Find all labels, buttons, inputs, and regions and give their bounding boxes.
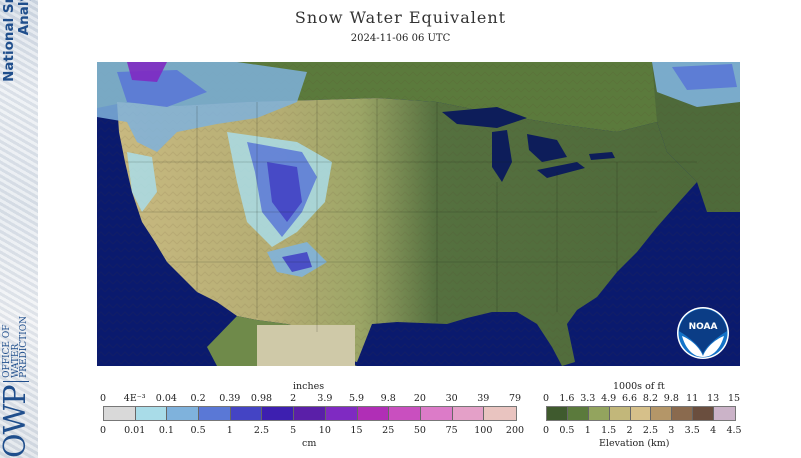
elev-top-tick: 9.8 [663, 393, 679, 404]
elev-legend-unit-ft: 1000s of ft [613, 381, 665, 392]
swe-bottom-tick: 1 [226, 425, 233, 436]
elev-bottom-tick: 0 [542, 425, 550, 436]
elev-bottom-tick: 2 [626, 425, 633, 436]
swe-swatch [325, 407, 358, 420]
elev-swatch [672, 407, 694, 420]
swe-top-tick: 39 [477, 393, 490, 404]
elev-swatch [609, 407, 631, 420]
sidebar-branding: National Snow Analysis OWP OFFICE OF WAT… [0, 0, 38, 458]
swe-swatch [262, 407, 295, 420]
swe-swatch [452, 407, 485, 420]
elev-top-tick: 4.9 [601, 393, 617, 404]
elev-top-tick: 1.6 [559, 393, 575, 404]
swe-swatch [357, 407, 390, 420]
swe-bottom-tick: 0.5 [190, 425, 206, 436]
elev-top-tick: 3.3 [580, 393, 596, 404]
lake-erie [537, 162, 585, 178]
owp-divider [3, 380, 29, 383]
swe-bottom-tick: 100 [474, 425, 493, 436]
no-data-region [257, 325, 355, 366]
elev-bottom-tick: 3.5 [684, 425, 700, 436]
elev-bottom-tick: 4.5 [726, 425, 742, 436]
swe-swatch [167, 407, 200, 420]
swe-top-tick: 9.8 [380, 393, 396, 404]
swe-bottom-tick: 0.01 [124, 425, 146, 436]
elev-swatch [588, 407, 610, 420]
swe-swatch [420, 407, 453, 420]
swe-swatch [484, 407, 516, 420]
swe-top-tick: 0 [99, 393, 107, 404]
swe-top-tick: 0.04 [155, 393, 177, 404]
swe-top-tick: 0.39 [219, 393, 241, 404]
elev-legend-unit-km: Elevation (km) [599, 438, 670, 449]
swe-top-tick: 0.98 [250, 393, 273, 404]
snow-cover [97, 62, 740, 277]
swe-top-tick: 0.2 [190, 393, 206, 404]
swe-bottom-tick: 0.1 [158, 425, 174, 436]
noaa-logo-text: NOAA [689, 322, 718, 332]
lake-ontario [589, 152, 615, 160]
swe-legend-unit-inches: inches [293, 381, 325, 392]
elev-bottom-tick: 2.5 [642, 425, 658, 436]
elev-top-tick: 15 [727, 393, 741, 404]
swe-bottom-tick: 2.5 [253, 425, 270, 436]
swe-swatch [199, 407, 231, 420]
swe-top-tick: 4E⁻³ [123, 393, 146, 404]
swe-bottom-tick: 200 [505, 425, 525, 436]
elev-swatch [630, 407, 652, 420]
elev-top-tick: 0 [542, 393, 550, 404]
owp-acronym: OWP [0, 385, 33, 458]
map-canvas [97, 62, 740, 366]
elev-swatch [651, 407, 673, 420]
elev-top-tick: 6.6 [621, 393, 638, 404]
elev-bottom-tick: 1 [584, 425, 591, 436]
elev-bottom-tick: 1.5 [601, 425, 617, 436]
state-boundaries [125, 98, 697, 332]
elev-bottom-tick: 3 [668, 425, 675, 436]
swe-top-tick: 79 [508, 393, 522, 404]
swe-color-bar [103, 406, 517, 421]
elev-swatch [547, 407, 568, 420]
owp-office-name: OFFICE OF WATER PREDICTION [2, 316, 30, 378]
lake-huron [527, 134, 567, 162]
lake-michigan [492, 130, 512, 182]
elev-swatch [714, 407, 735, 420]
swe-legend-unit-cm: cm [302, 438, 317, 449]
elev-top-tick: 8.2 [642, 393, 658, 404]
elev-swatch [567, 407, 589, 420]
elev-top-tick: 13 [707, 393, 720, 404]
swe-swatch [294, 407, 326, 420]
swe-bottom-tick: 0 [99, 425, 107, 436]
swe-bottom-tick: 50 [413, 425, 426, 436]
swe-bottom-tick: 75 [445, 425, 458, 436]
analysis-timestamp: 2024-11-06 06 UTC [350, 33, 451, 44]
swe-bottom-tick: 10 [318, 425, 331, 436]
swe-swatch [135, 407, 168, 420]
lake-superior [442, 107, 527, 128]
noaa-logo: NOAA [677, 307, 729, 359]
elev-top-tick: 11 [686, 393, 699, 404]
swe-swatch [389, 407, 421, 420]
owp-logo: OWP OFFICE OF WATER PREDICTION [0, 316, 33, 458]
swe-top-tick: 3.9 [317, 393, 333, 404]
elevation-color-bar [546, 406, 736, 421]
swe-map [97, 62, 740, 366]
elev-swatch [693, 407, 714, 420]
office-line3: PREDICTION [19, 316, 30, 378]
swe-top-tick: 2 [290, 393, 297, 404]
elev-bottom-tick: 0.5 [559, 425, 575, 436]
swe-swatch [230, 407, 263, 420]
elev-bottom-tick: 4 [710, 425, 717, 436]
swe-bottom-tick: 5 [290, 425, 297, 436]
swe-top-tick: 20 [413, 393, 426, 404]
swe-swatch [104, 407, 136, 420]
swe-bottom-tick: 25 [382, 425, 395, 436]
swe-top-tick: 30 [445, 393, 458, 404]
page-title: Snow Water Equivalent [294, 8, 507, 27]
swe-top-tick: 5.9 [348, 393, 365, 404]
swe-bottom-tick: 15 [350, 425, 363, 436]
